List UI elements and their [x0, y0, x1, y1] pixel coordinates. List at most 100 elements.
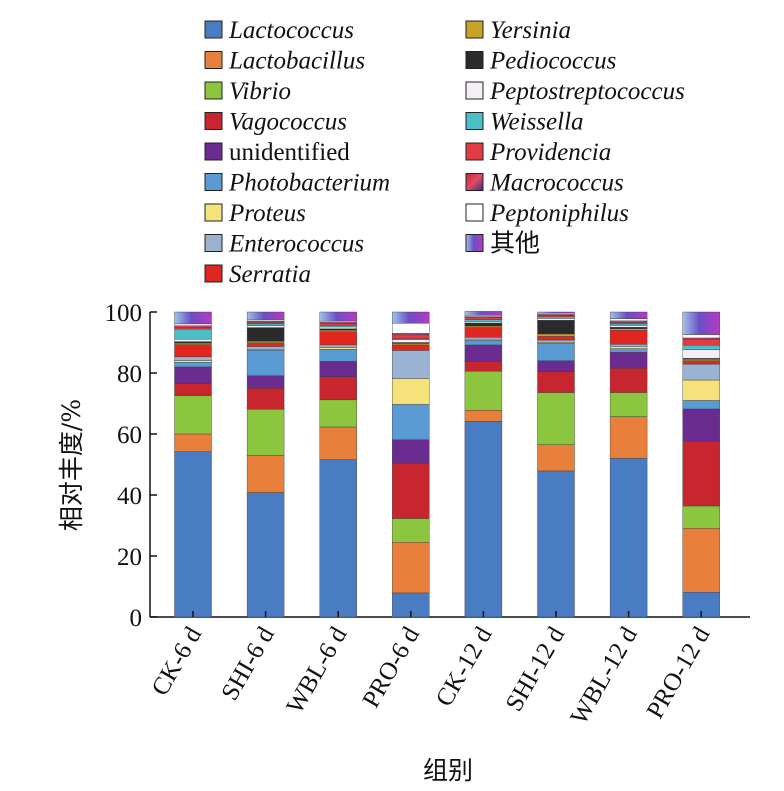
bar-segment-other — [464, 311, 503, 316]
legend-label: Lactobacillus — [228, 48, 365, 75]
bar-segment-proteus — [174, 360, 212, 363]
bar-segment-pediococcus — [537, 320, 575, 335]
legend-label: Vibrio — [229, 78, 291, 105]
bar-segment-peptoniphilus — [392, 323, 430, 334]
bar-segment-photobacterium — [464, 340, 503, 346]
legend-swatch — [465, 20, 484, 39]
x-tick-label: PRO-12 d — [642, 622, 716, 723]
bar-segment-other — [392, 311, 430, 324]
legend-item-peptostreptococcus: Peptostreptococcus — [465, 78, 685, 105]
bar-segment-yersinia — [682, 359, 720, 361]
y-tick-label: 20 — [117, 544, 142, 571]
bar-segment-proteus — [319, 347, 357, 350]
legend-swatch — [204, 173, 223, 191]
bar-segment-peptostreptococcus — [537, 318, 575, 321]
bar-segment-vibrio — [464, 370, 503, 411]
bar-segment-vibrio — [174, 395, 212, 435]
legend-swatch — [465, 112, 484, 130]
bar-segment-other — [174, 311, 212, 325]
legend-label: Photobacterium — [228, 170, 390, 197]
x-axis-title: 组别 — [423, 756, 473, 785]
bar-segment-providencia — [392, 334, 430, 340]
legend-swatch — [465, 51, 484, 69]
bar-segment-vagococcus — [682, 441, 720, 507]
legend-swatch — [465, 81, 484, 100]
bar-segment-photobacterium — [609, 348, 648, 353]
bar-segment-pediococcus — [609, 327, 648, 329]
legend-item-providencia: Providencia — [465, 139, 611, 166]
bar-segment-lactococcus — [464, 420, 503, 618]
bar-segment-photobacterium — [319, 349, 357, 362]
legend-label: Peptostreptococcus — [489, 78, 685, 105]
legend-item-unidentified: unidentified — [204, 139, 350, 166]
bar-segment-vagococcus — [464, 361, 503, 372]
bar-segment-enterococcus — [682, 363, 720, 381]
bar-segment-yersinia — [246, 341, 285, 344]
legend-item-lactobacillus: Lactobacillus — [204, 48, 365, 75]
y-axis-title: 相对丰度/% — [57, 399, 86, 531]
legend-label: Macrococcus — [489, 170, 624, 197]
bar-segment-enterococcus — [537, 339, 575, 343]
legend-item-vibrio: Vibrio — [204, 78, 291, 105]
legend-label: Weissella — [490, 109, 584, 136]
bar-segment-serratia — [464, 327, 503, 338]
bar-segment-providencia — [319, 323, 357, 326]
bar-segment-enterococcus — [319, 344, 357, 348]
x-tick-label: CK-12 d — [431, 622, 498, 711]
legend-swatch — [204, 51, 223, 69]
legend-label: Proteus — [228, 200, 306, 227]
y-tick-label: 60 — [117, 422, 142, 449]
bar-segment-lactococcus — [319, 459, 357, 618]
legend-swatch — [204, 112, 223, 130]
legend-item-serratia: Serratia — [204, 261, 311, 288]
bar-segment-yersinia — [609, 328, 648, 331]
legend-swatch — [465, 173, 484, 191]
bar-segment-serratia — [174, 344, 212, 358]
bar-segment-pediococcus — [464, 322, 503, 327]
bar-segment-yersinia — [537, 333, 575, 337]
bar-segment-macrococcus — [174, 325, 212, 328]
bar-segment-lactobacillus — [246, 455, 285, 493]
bar-segment-other — [609, 311, 648, 319]
bar-segment-lactobacillus — [464, 410, 503, 422]
bar-segment-weissella — [537, 316, 575, 319]
bar-segment-other — [246, 311, 285, 321]
legend-label: Vagococcus — [229, 109, 347, 136]
bar-segment-unidentified — [392, 439, 430, 464]
bar-segment-enterococcus — [174, 356, 212, 361]
bar-segment-vibrio — [682, 505, 720, 529]
bar-segment-lactobacillus — [609, 416, 648, 459]
bar-segment-unidentified — [246, 375, 285, 389]
chart-legend: Lactococcus Lactobacillus Vibrio Vagococcus… — [204, 17, 685, 288]
bar-stack-ck-12-d — [464, 311, 503, 618]
bar-segment-unidentified — [174, 366, 212, 384]
bar-segment-weissella — [464, 319, 503, 322]
bar-stack-pro-12-d — [682, 311, 720, 618]
bar-segment-peptoniphilus — [174, 323, 212, 326]
bar-segment-photobacterium — [682, 400, 720, 410]
legend-swatch — [465, 203, 484, 222]
legend-item-vagococcus: Vagococcus — [204, 109, 347, 136]
y-tick-label: 100 — [105, 300, 143, 327]
y-tick-label: 80 — [117, 361, 142, 388]
bar-segment-yersinia — [392, 343, 430, 346]
bar-segment-vibrio — [537, 392, 575, 445]
legend-item-peptoniphilus: Peptoniphilus — [465, 200, 629, 227]
bar-segment-lactococcus — [174, 451, 212, 618]
bar-segment-vagococcus — [392, 462, 430, 519]
bar-segment-serratia — [246, 342, 285, 347]
bar-segment-weissella — [682, 345, 720, 351]
bar-segment-peptostreptococcus — [682, 349, 720, 359]
bar-segment-lactobacillus — [174, 433, 212, 452]
bar-segment-unidentified — [682, 408, 720, 442]
bar-segment-other — [319, 311, 357, 322]
bar-segment-vagococcus — [609, 367, 648, 393]
bar-segment-unidentified — [464, 344, 503, 362]
bar-segment-vibrio — [246, 409, 285, 456]
bar-segment-photobacterium — [174, 362, 212, 368]
bar-segment-pediococcus — [174, 341, 212, 344]
bar-segment-proteus — [392, 378, 430, 405]
legend-item-yersinia: Yersinia — [465, 17, 571, 44]
